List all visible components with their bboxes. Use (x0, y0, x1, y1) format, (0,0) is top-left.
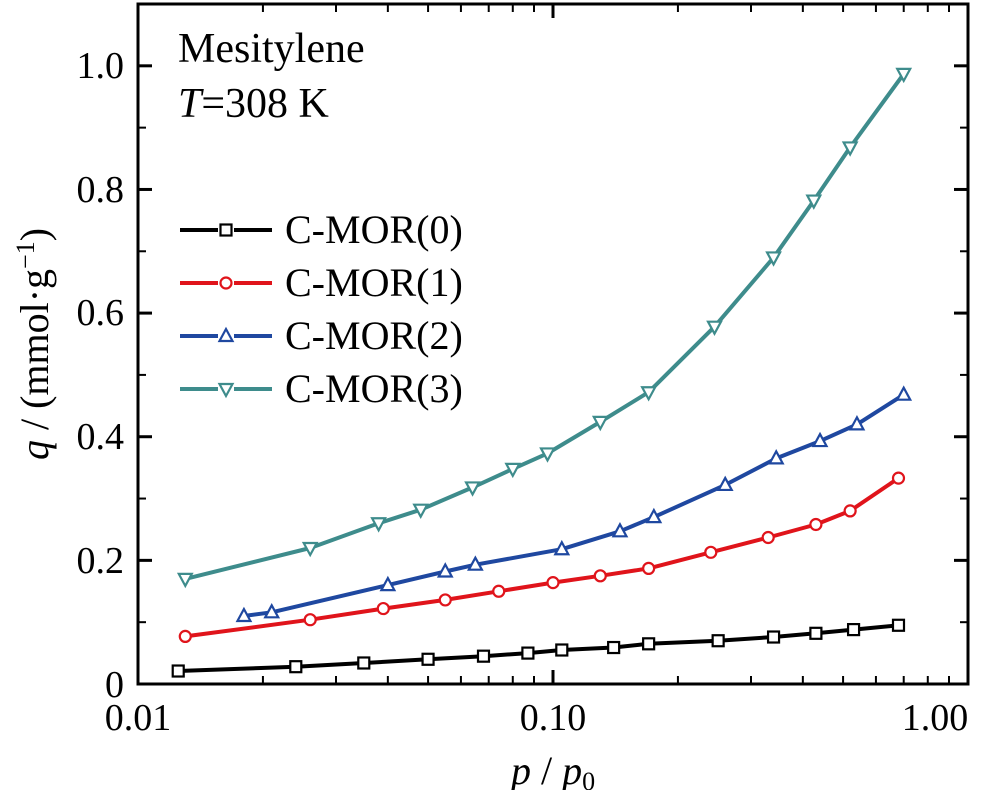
data-point (521, 646, 535, 660)
series-line-2 (243, 393, 905, 618)
data-point (464, 481, 481, 497)
legend-entry-2: C-MOR(2) (180, 313, 463, 358)
data-point (766, 630, 781, 644)
legend-label-1: C-MOR(1) (285, 260, 463, 305)
data-point (805, 194, 823, 210)
legend-marker-0 (218, 220, 234, 240)
legend-entry-0: C-MOR(0) (180, 207, 463, 252)
data-point (642, 637, 656, 651)
data-point (895, 385, 913, 401)
series-1 (178, 471, 906, 644)
data-point (607, 640, 621, 655)
data-point (593, 569, 607, 583)
data-point (706, 320, 723, 337)
data-point (761, 530, 775, 545)
y-tick-label-5: 1.0 (77, 45, 125, 87)
legend-label-3: C-MOR(3) (285, 366, 463, 411)
series-line-1 (185, 476, 900, 639)
data-point (303, 613, 317, 627)
x-tick-label-1: 0.10 (520, 697, 587, 739)
y-axis-title: q / (mmol·g−1) (11, 228, 57, 460)
data-point (171, 664, 185, 678)
series-layer (171, 67, 913, 678)
data-point (421, 652, 435, 666)
legend-marker-symbol (219, 276, 233, 290)
data-point (645, 507, 663, 524)
y-tick-label-1: 0.2 (77, 540, 125, 582)
legend-marker-3 (217, 379, 235, 399)
legend: C-MOR(0) C-MOR(1) C-MOR(2) C-MOR(3) (180, 207, 463, 411)
data-point (611, 521, 629, 538)
data-point (841, 141, 859, 157)
data-point (895, 67, 913, 84)
data-point (504, 462, 522, 479)
data-point (438, 593, 452, 607)
data-point (476, 649, 491, 663)
legend-label-0: C-MOR(0) (285, 207, 463, 252)
y-tick-label-4: 0.8 (77, 169, 125, 211)
annotation-adsorbate: Mesitylene (178, 26, 365, 72)
series-2 (235, 385, 913, 623)
data-point (376, 601, 390, 616)
data-point (767, 449, 785, 465)
data-point (555, 643, 569, 657)
data-point (891, 471, 906, 485)
data-point (716, 475, 734, 492)
data-point (357, 656, 371, 670)
data-point (591, 415, 609, 432)
data-point (492, 584, 506, 598)
y-tick-label-3: 0.6 (77, 292, 125, 334)
data-point (301, 541, 319, 558)
data-point (539, 447, 556, 463)
data-point (412, 503, 430, 519)
x-tick-label-0: 0.01 (105, 697, 172, 739)
data-point (809, 626, 823, 640)
plot-frame (136, 2, 970, 686)
data-point (711, 634, 725, 648)
data-point (846, 622, 861, 637)
data-point (809, 517, 823, 532)
data-point (370, 517, 387, 533)
data-point (642, 561, 656, 576)
legend-marker-1 (218, 273, 234, 293)
legend-label-2: C-MOR(2) (285, 313, 463, 358)
x-axis-title: p / p0 (508, 748, 595, 790)
data-point (436, 562, 454, 578)
legend-entry-1: C-MOR(1) (180, 260, 463, 305)
data-point (178, 629, 192, 644)
series-0 (171, 618, 906, 678)
data-point (235, 606, 253, 623)
data-point (263, 602, 281, 619)
y-tick-label-2: 0.4 (77, 416, 125, 458)
series-3 (176, 67, 913, 589)
data-point (843, 504, 857, 518)
data-point (765, 251, 782, 267)
legend-marker-symbol (217, 382, 235, 399)
data-point (704, 545, 718, 559)
data-point (811, 431, 829, 448)
y-tick-label-0: 0 (105, 664, 124, 706)
data-point (467, 555, 484, 571)
series-line-0 (178, 623, 899, 673)
legend-entry-3: C-MOR(3) (180, 366, 463, 411)
legend-marker-symbol (217, 326, 235, 343)
data-point (640, 386, 657, 402)
legend-marker-symbol (219, 223, 233, 237)
x-tick-label-2: 1.00 (902, 697, 969, 739)
data-point (553, 539, 571, 556)
legend-marker-2 (217, 326, 235, 346)
data-point (289, 660, 303, 674)
data-point (176, 572, 194, 589)
data-point (891, 618, 906, 632)
series-line-3 (184, 72, 906, 581)
data-point (379, 575, 397, 592)
data-point (848, 415, 866, 431)
annotation-temperature: T=308 K (178, 81, 329, 127)
data-point (546, 576, 560, 590)
